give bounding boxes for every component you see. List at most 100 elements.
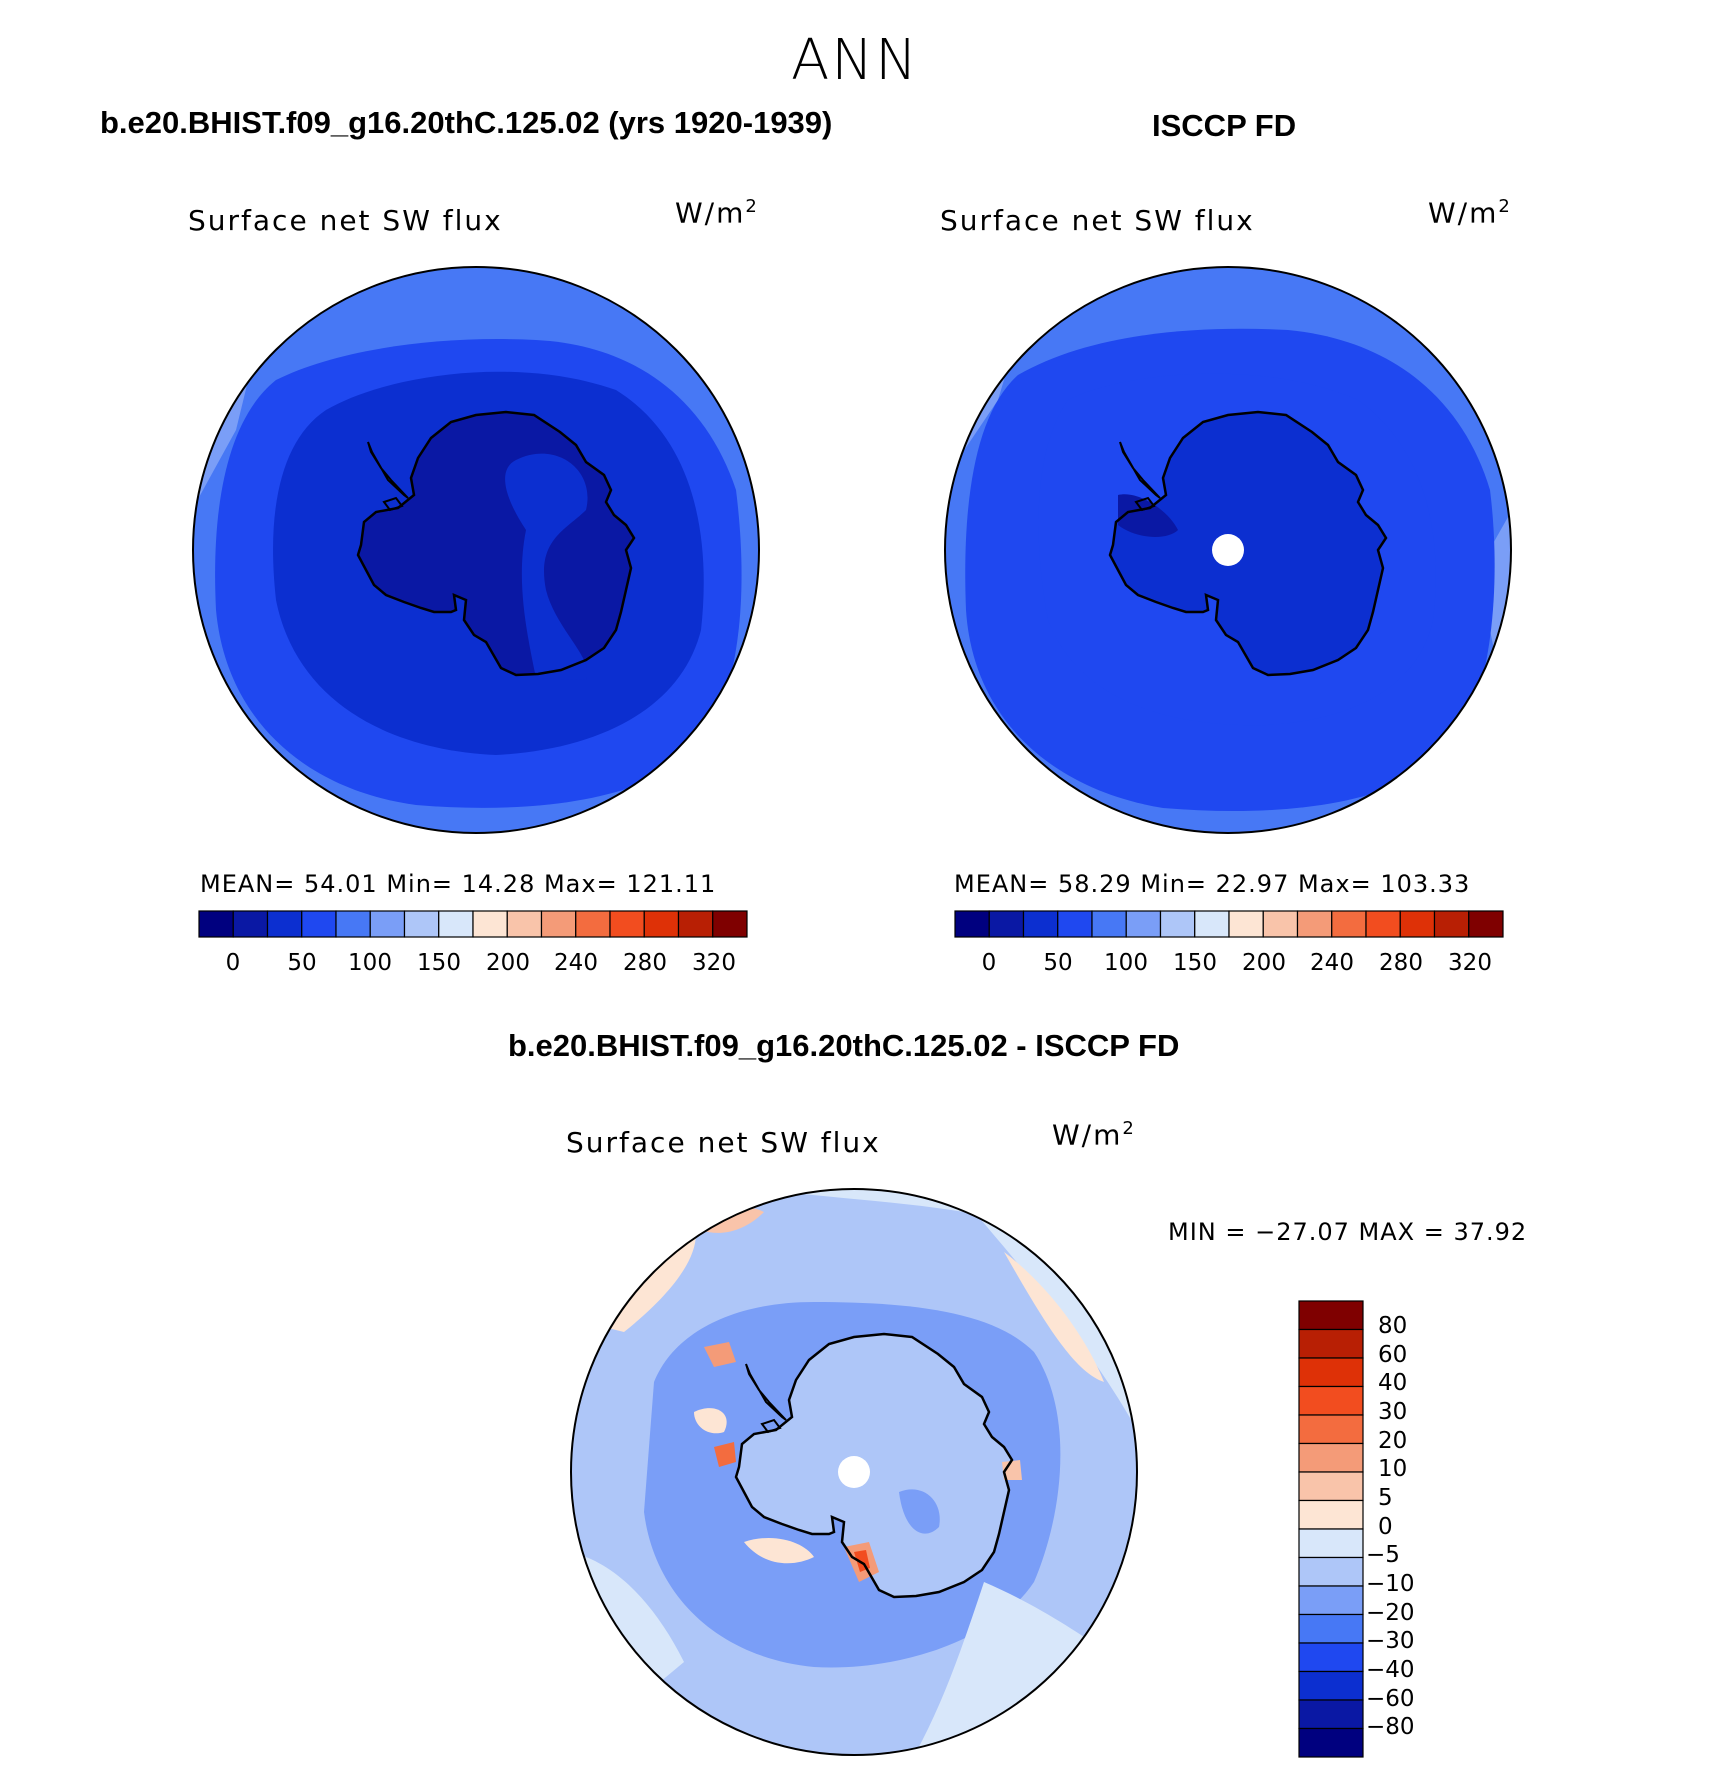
panel1-colorbar — [198, 910, 748, 938]
panel2-colorbar-tick: 240 — [1310, 950, 1354, 976]
colorbar-box — [1159, 910, 1196, 938]
diff-colorbar-box — [1298, 1528, 1364, 1559]
panel3-colorbar-tick: 20 — [1378, 1428, 1408, 1454]
panel3-region-positive-ne — [1004, 1252, 1104, 1382]
panel3-variable-label: Surface net SW flux — [566, 1126, 881, 1159]
panel3-colorbar-tick: 40 — [1378, 1370, 1408, 1396]
panel2-colorbar-tick: 0 — [981, 950, 997, 976]
diff-colorbar-box — [1298, 1328, 1364, 1359]
panel3-colorbar-tick: 5 — [1378, 1485, 1393, 1511]
panel1-units: W/m2 — [675, 196, 759, 230]
diff-colorbar-box — [1298, 1414, 1364, 1445]
colorbar-box — [266, 910, 303, 938]
panel3-hotspot-peninsula — [704, 1342, 736, 1367]
colorbar-box — [1262, 910, 1299, 938]
colorbar-box — [609, 910, 645, 938]
panel3-map-border — [570, 1188, 1138, 1756]
panel1-variable-label: Surface net SW flux — [188, 204, 503, 237]
panel2-units: W/m2 — [1428, 196, 1512, 230]
panel2-colorbar-tick: 50 — [1043, 950, 1073, 976]
diff-colorbar-box — [1298, 1585, 1364, 1616]
diff-colorbar-box — [1298, 1613, 1364, 1644]
panel3-colorbar — [1298, 1300, 1364, 1758]
panel3-hotspot-east — [1002, 1460, 1022, 1480]
colorbar-box — [954, 910, 990, 938]
colorbar-box — [301, 910, 337, 938]
diff-colorbar-box — [1298, 1442, 1364, 1473]
panel3-colorbar-tick: 80 — [1378, 1313, 1408, 1339]
panel3-colorbar-tick: −5 — [1366, 1542, 1400, 1568]
colorbar-box — [438, 910, 474, 938]
panel1-colorbar-tick: 200 — [486, 950, 530, 976]
panel3-colorbar-tick: −80 — [1366, 1714, 1415, 1740]
panel2-map-border — [944, 266, 1512, 834]
panel2-colorbar-tick: 150 — [1173, 950, 1217, 976]
panel3-colorbar-tick: −30 — [1366, 1628, 1415, 1654]
colorbar-box — [1194, 910, 1230, 938]
panel3-colorbar-tick: 30 — [1378, 1399, 1408, 1425]
panel3-map — [570, 1188, 1138, 1756]
panel3-colorbar-tick: −60 — [1366, 1686, 1415, 1712]
diff-colorbar-box — [1298, 1385, 1364, 1416]
colorbar-box — [1057, 910, 1093, 938]
colorbar-box — [335, 910, 371, 938]
colorbar-box — [1022, 910, 1059, 938]
panel3-colorbar-tick: −40 — [1366, 1657, 1415, 1683]
colorbar-box — [369, 910, 406, 938]
colorbar-box — [540, 910, 577, 938]
panel2-colorbar-tick: 280 — [1379, 950, 1423, 976]
colorbar-box — [643, 910, 680, 938]
panel1-title: b.e20.BHIST.f09_g16.20thC.125.02 (yrs 19… — [100, 105, 833, 140]
diff-colorbar-box — [1298, 1670, 1364, 1701]
panel1-stats: MEAN= 54.01 Min= 14.28 Max= 121.11 — [200, 870, 717, 898]
colorbar-box — [1228, 910, 1264, 938]
diff-colorbar-box — [1298, 1471, 1364, 1502]
panel1-colorbar-tick: 100 — [348, 950, 392, 976]
colorbar-box — [575, 910, 611, 938]
panel1-map-border — [192, 266, 760, 834]
diff-colorbar-box — [1298, 1300, 1364, 1331]
panel3-title: b.e20.BHIST.f09_g16.20thC.125.02 - ISCCP… — [508, 1028, 1180, 1063]
colorbar-box — [1468, 910, 1504, 938]
colorbar-box — [1365, 910, 1401, 938]
diff-colorbar-box — [1298, 1727, 1364, 1758]
panel3-units: W/m2 — [1052, 1118, 1136, 1152]
panel3-region-positive-w — [694, 1408, 727, 1434]
colorbar-box — [506, 910, 543, 938]
colorbar-box — [712, 910, 748, 938]
panel2-title: ISCCP FD — [1152, 108, 1297, 143]
panel2-colorbar-tick: 200 — [1242, 950, 1286, 976]
colorbar-box — [403, 910, 440, 938]
colorbar-box — [988, 910, 1025, 938]
diff-colorbar-box — [1298, 1699, 1364, 1730]
panel3-minmax: MIN = −27.07 MAX = 37.92 — [1168, 1218, 1528, 1246]
diff-colorbar-box — [1298, 1357, 1364, 1388]
diff-colorbar-box — [1298, 1499, 1364, 1530]
panel3-pole-missing-data — [838, 1456, 870, 1488]
panel2-variable-label: Surface net SW flux — [940, 204, 1255, 237]
panel1-colorbar-tick: 0 — [225, 950, 241, 976]
panel3-colorbar-tick: 60 — [1378, 1342, 1408, 1368]
colorbar-box — [1125, 910, 1162, 938]
colorbar-box — [1433, 910, 1470, 938]
panel1-colorbar-tick: 280 — [623, 950, 667, 976]
panel2-colorbar-tick: 320 — [1448, 950, 1492, 976]
panel2-stats: MEAN= 58.29 Min= 22.97 Max= 103.33 — [954, 870, 1471, 898]
panel3-colorbar-tick: 0 — [1378, 1514, 1393, 1540]
panel3-colorbar-tick: −20 — [1366, 1600, 1415, 1626]
colorbar-box — [1331, 910, 1367, 938]
colorbar-box — [198, 910, 234, 938]
colorbar-box — [677, 910, 714, 938]
panel1-colorbar-tick: 150 — [417, 950, 461, 976]
colorbar-box — [472, 910, 508, 938]
colorbar-box — [1296, 910, 1333, 938]
colorbar-box — [1091, 910, 1127, 938]
panel2-colorbar — [954, 910, 1504, 938]
panel3-colorbar-tick: 10 — [1378, 1456, 1408, 1482]
panel1-colorbar-tick: 240 — [554, 950, 598, 976]
panel3-colorbar-tick: −10 — [1366, 1571, 1415, 1597]
panel1-colorbar-tick: 50 — [287, 950, 317, 976]
colorbar-box — [232, 910, 269, 938]
panel2-region-westcoast — [1118, 494, 1178, 537]
panel3-region-positive-sw — [744, 1537, 814, 1564]
